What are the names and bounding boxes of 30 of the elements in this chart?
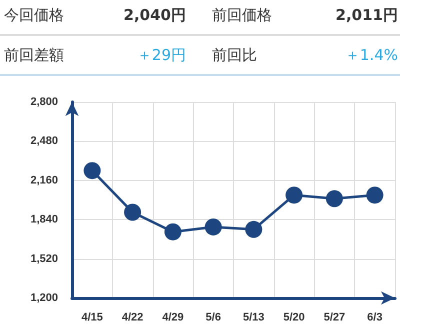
x-tick-label: 5/20 [283,312,305,324]
point [326,190,343,208]
x-tick-label: 4/15 [81,312,103,324]
point [366,186,384,204]
point [124,204,142,221]
text: ＋1.4% [344,46,398,65]
text: 2,011円 [336,6,398,25]
y-tick-label: 2,800 [30,96,58,108]
x-tick-label: 4/29 [162,312,184,324]
y-tick-label: 2,160 [30,174,58,186]
y-tick-label: 1,840 [30,214,58,226]
text: 前回価格 [212,6,272,25]
x-tick-label: 5/6 [206,312,221,324]
y-tick-label: 1,520 [30,252,58,265]
x-tick-label: 5/13 [242,312,264,324]
x-tick-label: 4/22 [122,312,144,324]
point [245,220,262,238]
text: 今回価格 [4,6,64,25]
x-tick-label: 6/3 [367,312,382,324]
x-tick-label: 5/27 [324,312,346,324]
point [164,223,182,240]
text: 前回比 [212,46,257,65]
point [286,186,303,204]
y-tick-label: 2,480 [30,135,58,148]
point [84,162,101,180]
text: 前回差額 [4,46,64,65]
text: ＋29円 [136,46,186,65]
y-tick-label: 1,200 [30,292,58,304]
text: 2,040円 [124,6,186,25]
point [204,218,222,236]
